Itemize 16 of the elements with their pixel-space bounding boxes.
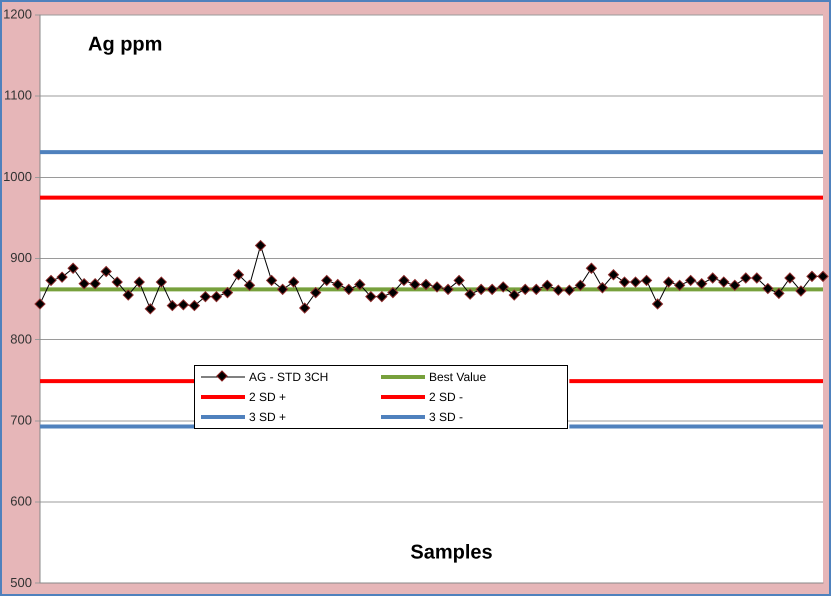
y-tick-label: 1200 (3, 6, 32, 22)
y-tick-label: 500 (10, 574, 32, 590)
text: Ag ppm (88, 34, 162, 56)
legend-label: AG - STD 3CH (249, 370, 328, 384)
legend-label: 3 SD - (429, 410, 464, 424)
y-tick-label: 1000 (3, 168, 32, 184)
y-tick-label: 900 (10, 250, 32, 266)
legend-label: 3 SD + (249, 410, 286, 424)
x-axis-title: Samples (410, 542, 493, 564)
y-tick-label: 1100 (4, 88, 32, 103)
legend-label: 2 SD - (429, 390, 464, 404)
y-tick-label: 600 (10, 494, 32, 509)
y-tick-label: 800 (10, 331, 32, 346)
legend-label: Best Value (429, 370, 486, 384)
legend-label: 2 SD + (249, 390, 286, 404)
y-tick-label: 700 (10, 412, 32, 428)
